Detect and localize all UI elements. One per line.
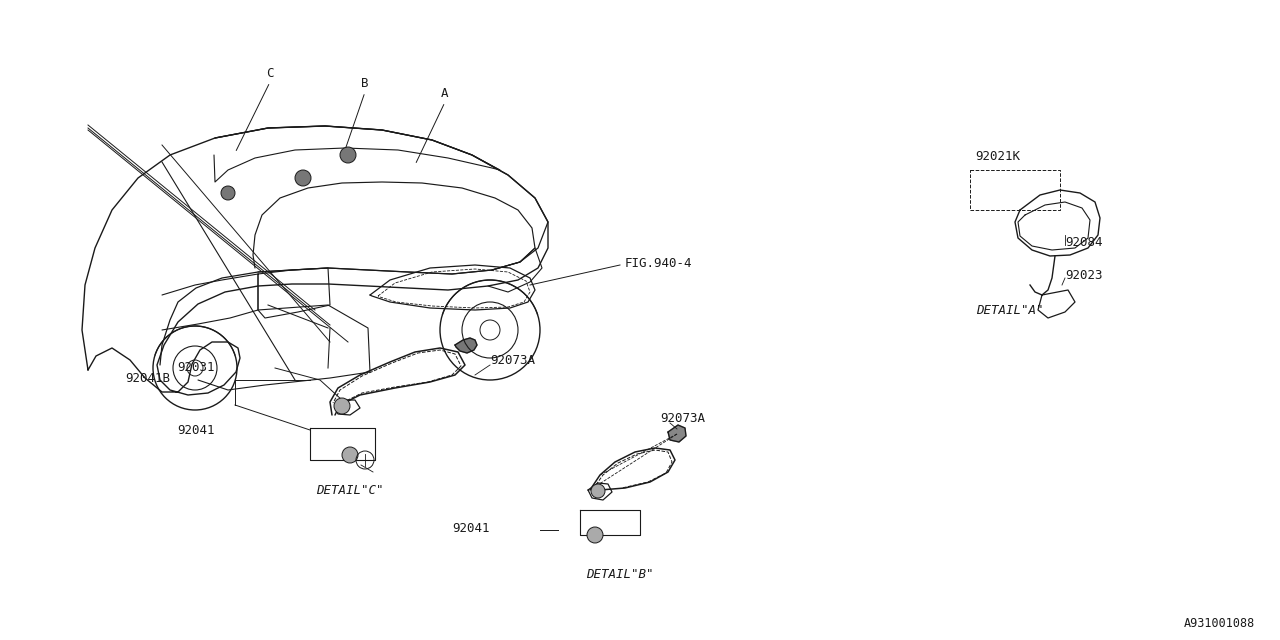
Circle shape [221,186,236,200]
Text: 92041: 92041 [453,522,490,534]
Text: 92021K: 92021K [975,150,1020,163]
Text: 92023: 92023 [1065,269,1102,282]
Text: DETAIL"C": DETAIL"C" [316,483,384,497]
Text: C: C [266,67,274,80]
Text: 92084: 92084 [1065,236,1102,248]
Circle shape [340,147,356,163]
Circle shape [334,398,349,414]
Polygon shape [454,338,477,353]
Circle shape [342,447,358,463]
Text: FIG.940-4: FIG.940-4 [625,257,692,269]
Text: A931001088: A931001088 [1184,617,1254,630]
Text: 92073A: 92073A [490,353,535,367]
Circle shape [588,527,603,543]
Circle shape [294,170,311,186]
Text: 92031: 92031 [178,360,215,374]
Polygon shape [668,425,686,442]
Text: 92041B: 92041B [125,371,170,385]
Text: A: A [442,87,449,100]
Text: 92073A: 92073A [660,412,705,424]
Text: 92041: 92041 [178,424,215,436]
Circle shape [591,484,605,498]
Text: DETAIL"A": DETAIL"A" [977,303,1043,317]
Text: B: B [361,77,369,90]
Text: DETAIL"B": DETAIL"B" [586,568,654,582]
